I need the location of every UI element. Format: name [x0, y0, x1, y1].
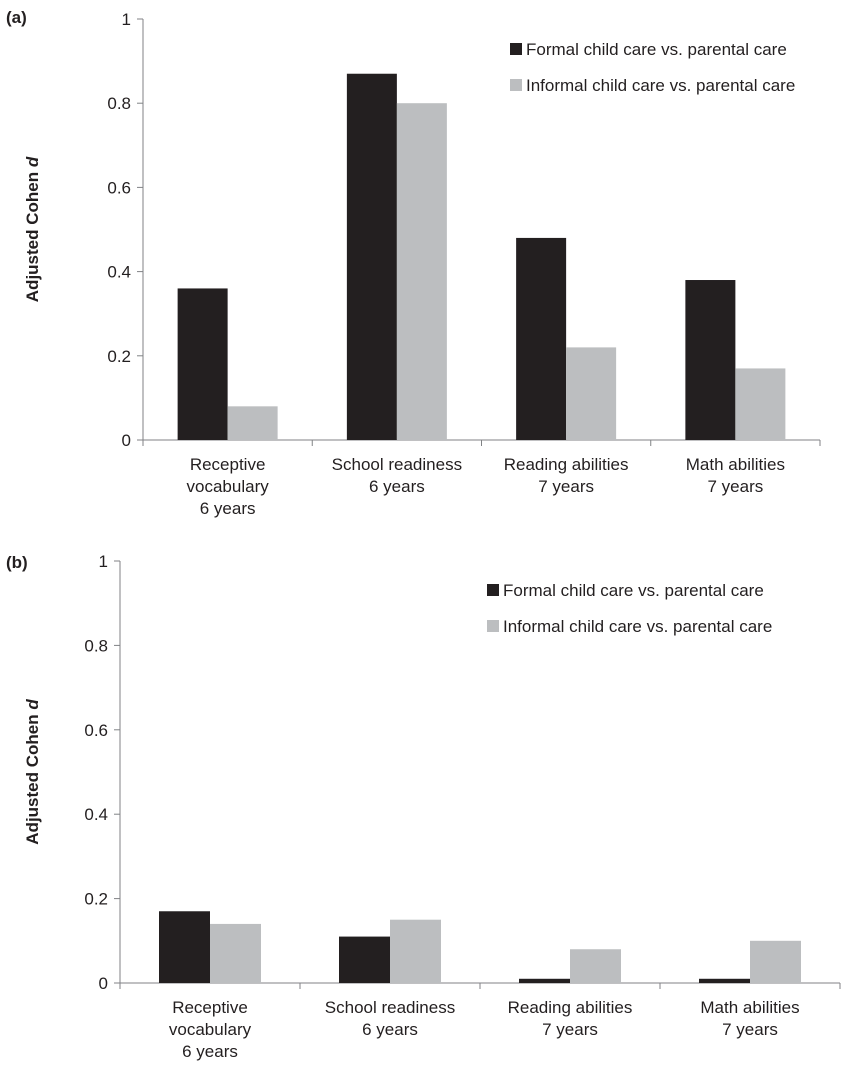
bar-informal-3 — [735, 368, 786, 440]
x-category-label: 6 years — [200, 499, 256, 518]
y-tick-label: 0.8 — [107, 94, 131, 113]
x-category-label: 7 years — [722, 1020, 778, 1039]
bar-formal-2 — [516, 237, 567, 440]
legend-label-informal: Informal child care vs. parental care — [503, 617, 772, 636]
legend-label-informal: Informal child care vs. parental care — [526, 76, 795, 95]
y-tick-label: 0.6 — [84, 721, 108, 740]
x-category-label: 6 years — [369, 477, 425, 496]
y-tick-label: 0.8 — [84, 636, 108, 655]
y-tick-label: 0.2 — [107, 347, 131, 366]
chart-a-svg: 0 0.2 0.4 0.6 0.8 1 Adjusted Cohen d Receptive v… — [23, 10, 821, 518]
x-category-label: Receptive — [172, 998, 248, 1017]
y-tick-label: 1 — [99, 552, 108, 571]
bar-formal-0 — [159, 911, 210, 983]
y-tick-label: 0.2 — [84, 890, 108, 909]
x-category-label: 7 years — [538, 477, 594, 496]
x-category-label: 6 years — [362, 1020, 418, 1039]
bar-informal-2 — [566, 347, 617, 440]
y-tick-label: 0.6 — [107, 178, 131, 197]
y-tick-label: 0.4 — [107, 263, 131, 282]
legend-label-formal: Formal child care vs. parental care — [503, 581, 764, 600]
bar-informal-2 — [570, 949, 621, 983]
bar-formal-0 — [177, 288, 228, 440]
legend-swatch-informal — [510, 79, 522, 91]
bar-formal-1 — [346, 73, 397, 440]
legend-swatch-informal — [487, 620, 499, 632]
bar-informal-1 — [396, 103, 447, 440]
chart-panel-a: (a) 0 0.2 0.4 0.6 0.8 1 Adjusted Cohen d Recept… — [0, 0, 855, 530]
bar-informal-3 — [750, 940, 801, 983]
x-category-label: Receptive — [190, 455, 266, 474]
x-category-label: vocabulary — [187, 477, 270, 496]
panel-label-b: (b) — [6, 553, 28, 572]
bar-informal-1 — [390, 919, 441, 983]
x-category-label: Reading abilities — [508, 998, 633, 1017]
y-axis-title: Adjusted Cohen d — [23, 156, 42, 302]
bar-informal-0 — [210, 923, 261, 983]
x-category-label: 7 years — [708, 477, 764, 496]
x-category-label: Math abilities — [700, 998, 799, 1017]
legend-swatch-formal — [487, 584, 499, 596]
bar-formal-3 — [685, 280, 736, 440]
y-tick-label: 0 — [122, 431, 131, 450]
y-tick-label: 1 — [122, 10, 131, 29]
x-category-label: Math abilities — [686, 455, 785, 474]
legend-swatch-formal — [510, 43, 522, 55]
y-axis-title: Adjusted Cohen d — [23, 699, 42, 845]
bar-formal-2 — [519, 978, 570, 983]
panel-label-a: (a) — [6, 8, 27, 27]
x-category-label: Reading abilities — [504, 455, 629, 474]
x-category-label: School readiness — [332, 455, 462, 474]
y-tick-label: 0.4 — [84, 805, 108, 824]
chart-panel-b: (b) 0 0.2 0.4 0.6 0.8 1 Adjusted Cohen d Recept… — [0, 545, 855, 1071]
chart-b-svg: 0 0.2 0.4 0.6 0.8 1 Adjusted Cohen d Receptive v… — [23, 552, 841, 1061]
x-category-label: 6 years — [182, 1042, 238, 1061]
bar-informal-0 — [227, 406, 278, 440]
bar-formal-1 — [339, 936, 390, 983]
x-category-label: vocabulary — [169, 1020, 252, 1039]
x-category-label: 7 years — [542, 1020, 598, 1039]
y-tick-label: 0 — [99, 974, 108, 993]
legend-label-formal: Formal child care vs. parental care — [526, 40, 787, 59]
bar-formal-3 — [699, 978, 750, 983]
x-category-label: School readiness — [325, 998, 455, 1017]
